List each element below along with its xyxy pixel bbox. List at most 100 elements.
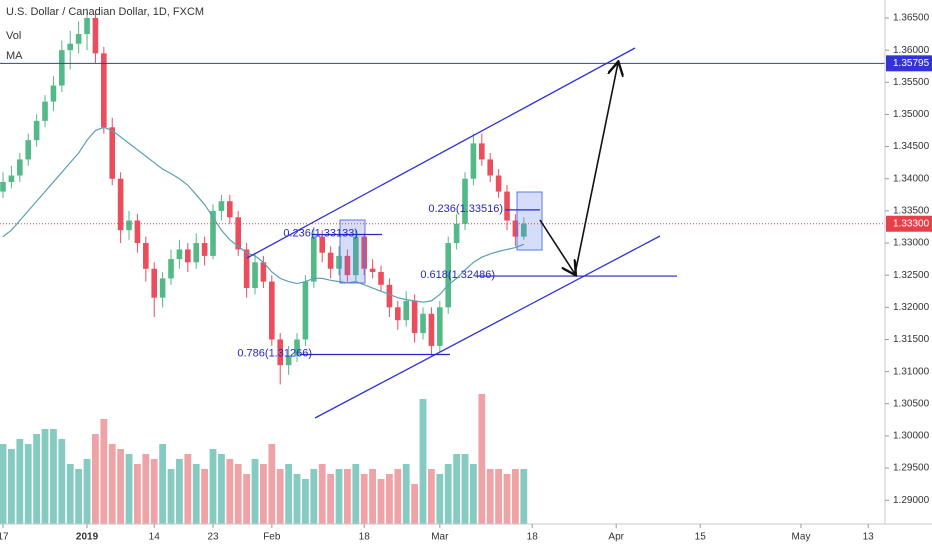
volume-bar <box>66 464 74 524</box>
annotation-layer: 0.236(1.33516) 0.236(1.33133) 0.618(1.3248… <box>0 62 885 359</box>
price-tag <box>886 55 932 72</box>
arrow <box>539 219 575 274</box>
candle-body <box>437 307 443 346</box>
volume-bar <box>402 464 410 524</box>
volume-layer <box>0 394 528 524</box>
candle-body <box>277 339 284 366</box>
volume-bar <box>41 429 49 524</box>
candle-body <box>521 223 527 237</box>
price-tag-label: 1.33300 <box>893 218 930 229</box>
volume-bar <box>167 469 175 524</box>
candle-body <box>92 18 99 54</box>
candle-body <box>243 249 250 289</box>
candle-body <box>302 281 309 340</box>
volume-bar <box>419 399 427 524</box>
volume-bar <box>260 464 267 524</box>
candle-body <box>344 255 351 276</box>
price-tag <box>886 215 932 232</box>
y-tick-label: 1.36500 <box>893 13 930 24</box>
time-axis <box>0 524 932 550</box>
x-tick-label: 2019 <box>76 532 99 543</box>
volume-bar <box>318 464 326 524</box>
volume-bar <box>428 469 435 524</box>
fib-label: 0.786(1.31266) <box>237 347 312 359</box>
volume-bar <box>520 469 528 524</box>
volume-bar <box>16 439 24 524</box>
x-tick-label: May <box>792 532 811 543</box>
x-tick-label: Apr <box>608 532 624 543</box>
arrow <box>574 63 618 275</box>
volume-bar <box>234 464 242 524</box>
candle-body <box>453 223 460 244</box>
volume-bar <box>327 474 335 524</box>
candle-body <box>369 268 376 272</box>
candle-body <box>101 53 107 128</box>
candle-body <box>159 278 166 298</box>
volume-bar <box>92 434 99 524</box>
channel-lower <box>314 235 661 419</box>
candle-body <box>479 143 485 160</box>
volume-bar <box>159 444 167 524</box>
candle-body <box>462 178 468 224</box>
candle-body <box>75 34 82 44</box>
volume-bar <box>436 474 444 524</box>
fib-label: 0.618(1.32486) <box>420 269 495 281</box>
volume-bar <box>176 459 183 524</box>
candle-body <box>512 220 519 237</box>
candle-body <box>378 271 384 285</box>
candle-body <box>67 43 74 51</box>
volume-bar <box>352 464 360 524</box>
volume-bar <box>302 479 309 524</box>
candle-body <box>201 243 208 256</box>
candle-body <box>319 236 326 253</box>
candle-body <box>353 236 359 276</box>
y-tick-label: 1.30000 <box>893 431 930 442</box>
volume-bar <box>276 469 284 524</box>
candle-body <box>470 143 477 179</box>
volume-bar <box>411 484 419 524</box>
volume-bar <box>83 459 91 524</box>
fib-label: 0.236(1.33516) <box>428 203 503 215</box>
volume-bar <box>125 454 133 524</box>
candle-body <box>25 140 32 160</box>
volume-bar <box>344 469 351 524</box>
candle-body <box>84 18 90 35</box>
volume-bar <box>243 474 251 524</box>
y-tick-label: 1.33000 <box>893 238 930 249</box>
x-tick-label: 18 <box>527 532 539 543</box>
volume-bar <box>150 459 158 524</box>
x-tick-label: Mar <box>431 532 449 543</box>
candle-body <box>411 300 418 334</box>
y-tick-label: 1.29000 <box>893 495 930 506</box>
price-axis <box>885 0 932 550</box>
volume-bar <box>184 454 192 524</box>
highlight-box <box>339 219 366 284</box>
volume-bar <box>512 469 519 524</box>
volume-bar <box>218 454 225 524</box>
candle-body <box>327 252 334 269</box>
candle-body <box>252 262 258 289</box>
y-tick-label: 1.32500 <box>893 270 930 281</box>
volume-bar <box>0 444 7 524</box>
candle-body <box>8 175 15 182</box>
volume-bar <box>226 459 234 524</box>
candle-body <box>193 243 200 263</box>
volume-bar <box>117 449 125 524</box>
x-tick-label: Feb <box>263 532 281 543</box>
candle-body <box>311 236 317 282</box>
volume-bar <box>134 464 141 524</box>
y-tick-label: 1.36000 <box>893 45 930 56</box>
volume-bar <box>369 469 377 524</box>
chart-title: U.S. Dollar / Canadian Dollar, 1D, FXCM <box>6 6 204 18</box>
volume-bar <box>478 394 486 524</box>
volume-bar <box>58 439 66 524</box>
candle-body <box>117 178 124 231</box>
volume-bar <box>360 474 368 524</box>
candle-body <box>210 210 216 256</box>
candle-body <box>218 201 225 211</box>
candle-body <box>109 127 116 179</box>
candle-body <box>294 339 300 356</box>
candle-body <box>361 236 368 269</box>
candle-body <box>143 243 149 269</box>
